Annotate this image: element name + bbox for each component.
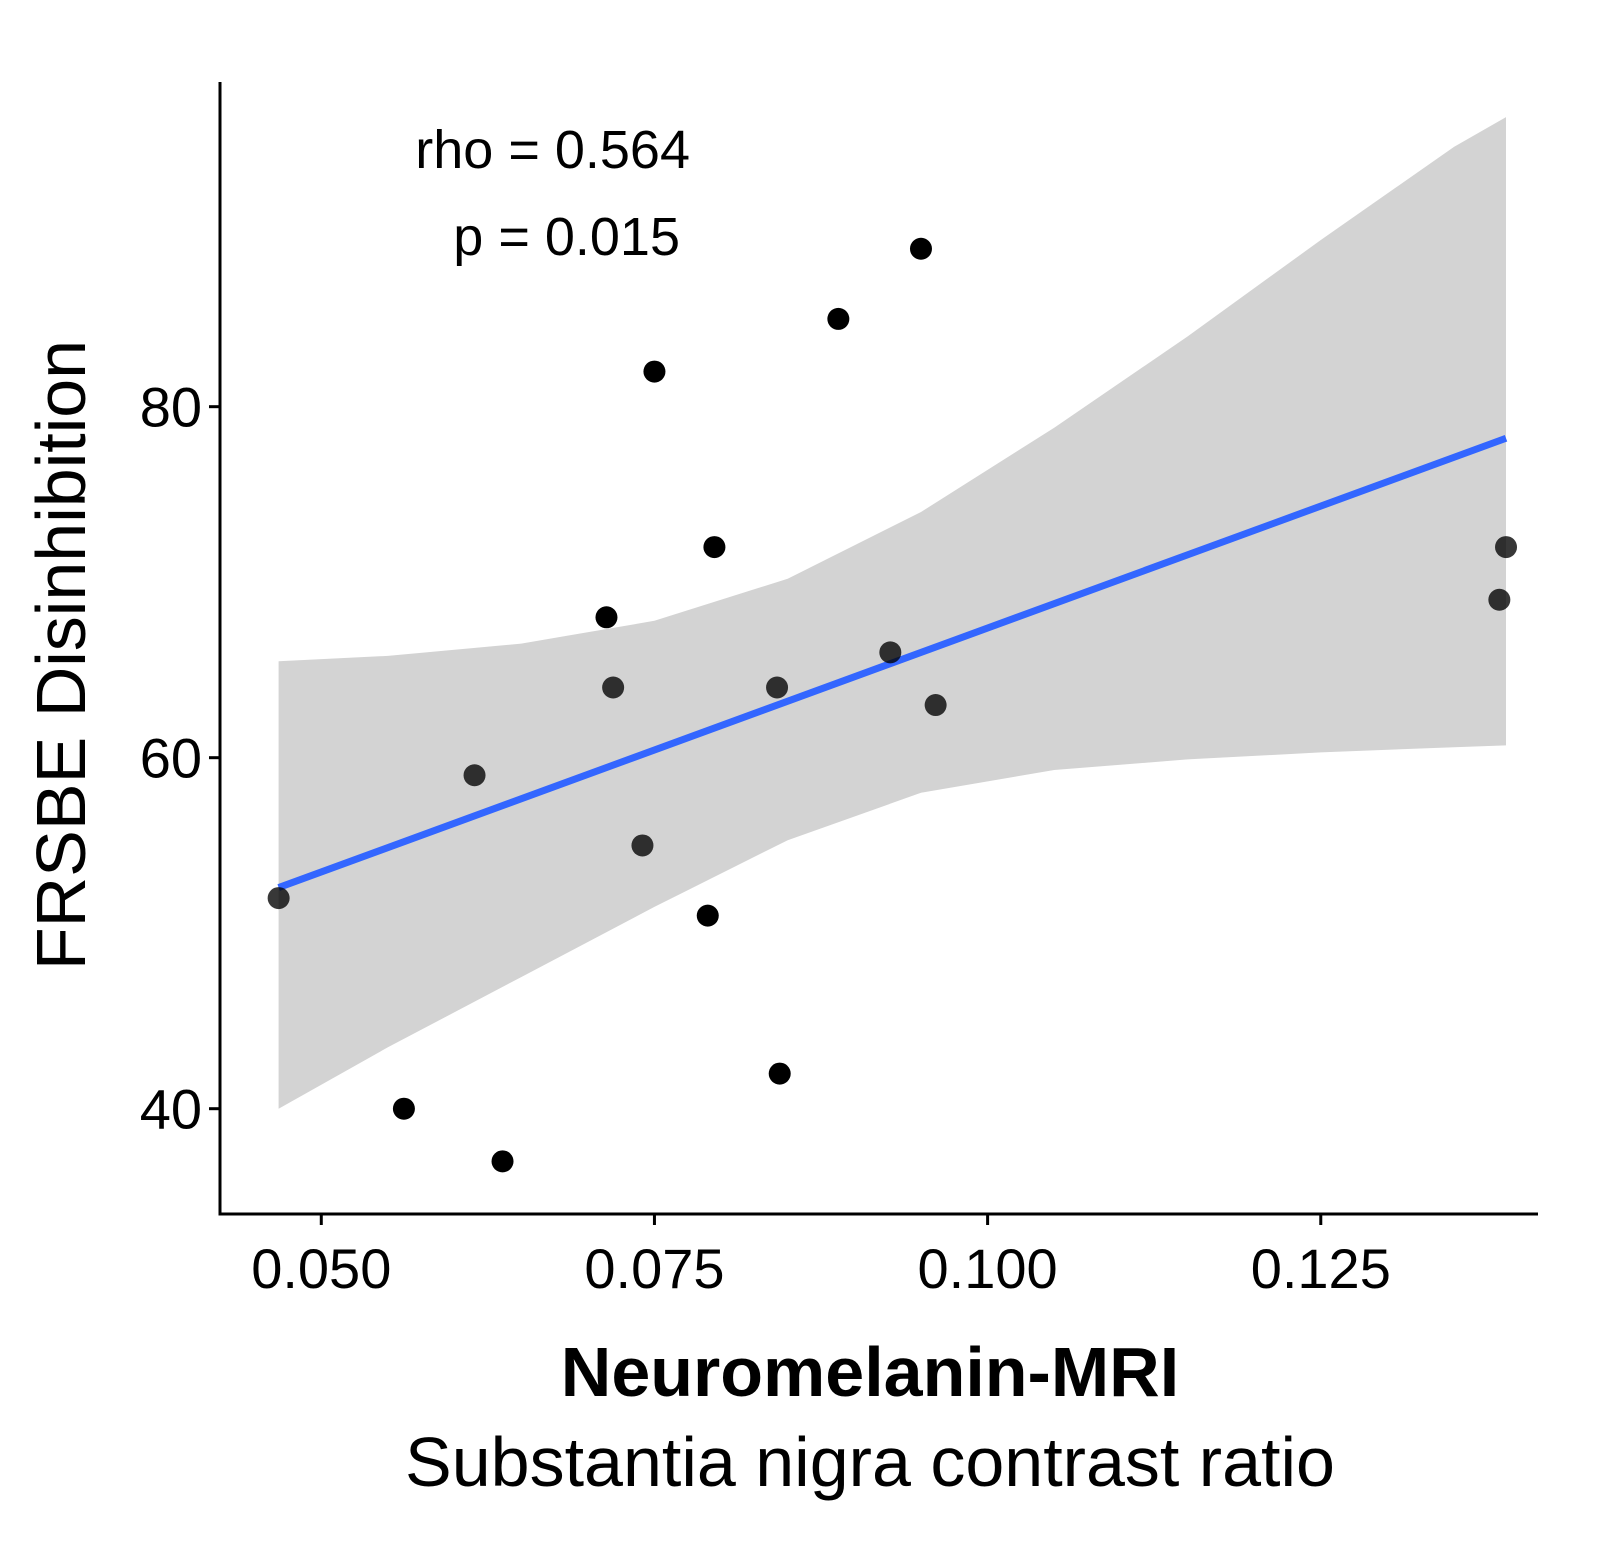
data-point-5 [595, 606, 618, 629]
data-point-6 [602, 676, 625, 699]
data-point-2 [392, 1097, 415, 1120]
x-tick-label-2: 0.100 [918, 1237, 1058, 1300]
data-point-14 [879, 641, 902, 664]
x-axis-sublabel: Substantia nigra contrast ratio [405, 1423, 1335, 1501]
data-point-11 [766, 676, 789, 699]
x-tick-label-0: 0.050 [251, 1237, 391, 1300]
annotation-rho: rho = 0.564 [415, 120, 690, 180]
data-point-7 [631, 834, 654, 857]
data-point-3 [463, 764, 486, 787]
data-point-13 [827, 307, 850, 330]
y-tick-label-80: 80 [140, 376, 202, 439]
data-point-9 [696, 904, 719, 927]
data-point-8 [643, 360, 666, 383]
annotation-p: p = 0.015 [453, 207, 680, 267]
data-point-17 [1488, 588, 1511, 611]
y-tick-label-60: 60 [140, 727, 202, 790]
y-tick-label-40: 40 [140, 1078, 202, 1141]
data-points-layer [267, 237, 1518, 1173]
x-tick-label-1: 0.075 [584, 1237, 724, 1300]
y-axis-label: FRSBE Disinhibition [22, 340, 100, 970]
confidence-band-layer [278, 117, 1507, 1109]
axes-layer: 40 60 80 0.050 0.075 0.100 0.125 [140, 82, 1538, 1300]
data-point-18 [1495, 536, 1518, 559]
confidence-band [278, 117, 1507, 1109]
data-point-15 [909, 237, 932, 260]
data-point-10 [703, 536, 726, 559]
data-point-12 [768, 1062, 791, 1085]
data-point-16 [924, 694, 947, 717]
x-tick-label-3: 0.125 [1251, 1237, 1391, 1300]
x-axis-label: Neuromelanin-MRI [561, 1333, 1179, 1411]
data-point-4 [491, 1150, 514, 1173]
data-point-1 [267, 887, 290, 910]
